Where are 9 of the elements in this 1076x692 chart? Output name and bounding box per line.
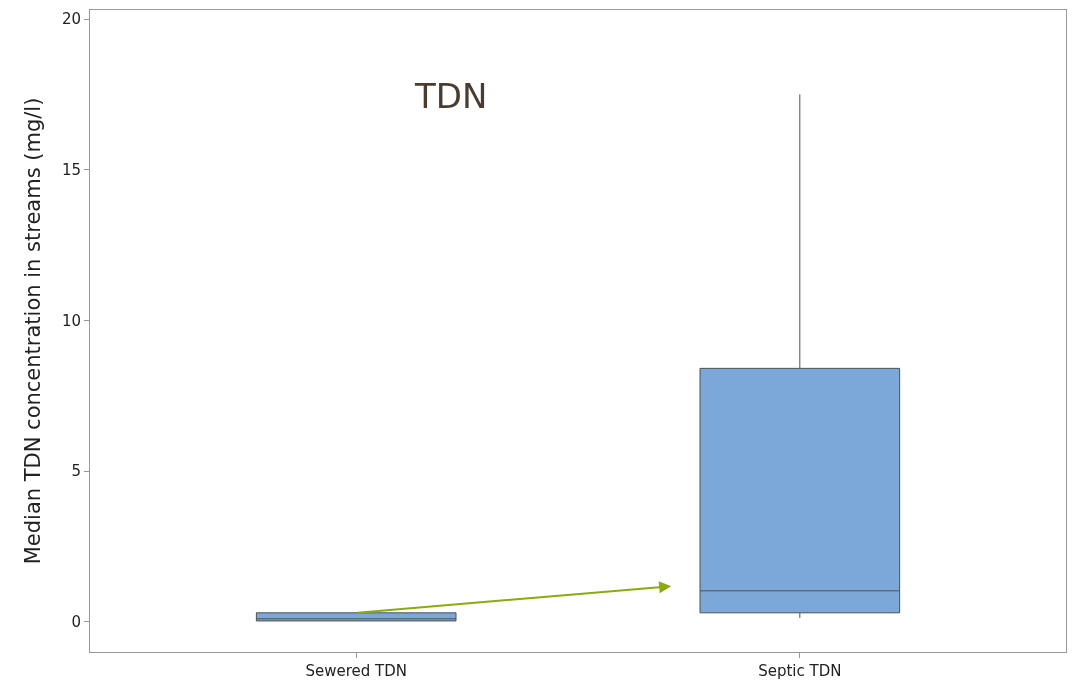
y-tick-label: 15 (61, 161, 81, 179)
y-tick-label: 20 (61, 10, 81, 29)
y-tick-label: 10 (61, 311, 81, 330)
text: TDN (414, 76, 488, 116)
x-tick-label: Sewered TDN (305, 662, 407, 680)
y-tick-label: 0 (71, 613, 81, 632)
y-tick-label: 5 (71, 462, 81, 481)
y-axis-title: Median TDN concentration in streams (mg/l) (21, 97, 46, 565)
x-tick-label: Septic TDN (758, 662, 842, 680)
